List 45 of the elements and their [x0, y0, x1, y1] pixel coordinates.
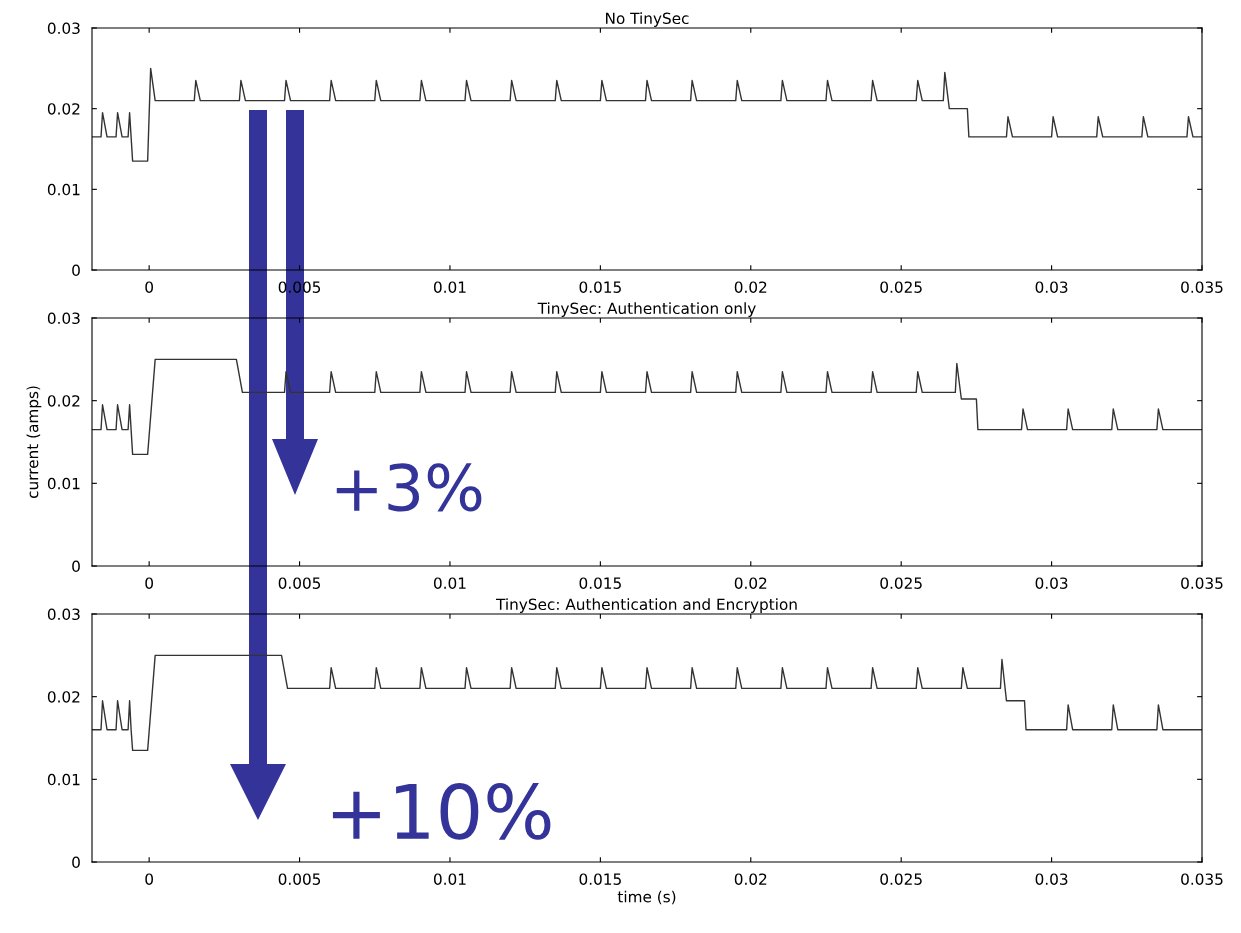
x-tick-label: 0.035: [1181, 281, 1223, 293]
line-series: [92, 358, 1202, 456]
x-axis-title: time (s): [617, 890, 676, 905]
y-tick-label: 0.03: [47, 608, 80, 621]
x-tick-label: 0.01: [433, 281, 466, 293]
y-tick-label: 0.03: [47, 22, 80, 35]
x-tick-label: 0.02: [734, 281, 767, 293]
y-tick-label: 0.02: [47, 691, 80, 703]
y-tick-label: 0.01: [47, 183, 80, 196]
y-tick-label: 0.01: [47, 477, 80, 490]
x-tick-label: 0.015: [579, 281, 621, 293]
x-tick-label: 0.03: [1035, 281, 1068, 293]
chart-title: TinySec: Authentication and Encryption: [495, 598, 797, 614]
x-tick-label: 0.02: [734, 577, 767, 589]
annotation: +10%: [332, 783, 551, 840]
x-tick-label: 0.025: [880, 281, 922, 293]
x-tick-label: 0.035: [1181, 577, 1223, 589]
x-tick-label: 0.025: [880, 873, 922, 885]
annotation: +3%: [336, 463, 482, 512]
x-tick-label: 0: [145, 577, 153, 589]
x-tick-label: 0.02: [734, 873, 767, 885]
x-tick-label: 0: [145, 281, 153, 293]
y-tick-label: 0.02: [47, 395, 80, 407]
y-axis-title: current (amps): [26, 386, 42, 499]
line-series: [92, 654, 1202, 752]
x-tick-label: 0.005: [278, 873, 321, 885]
x-tick-label: 0.015: [579, 873, 621, 885]
line-series: [92, 67, 1202, 162]
y-tick-label: 0: [72, 264, 80, 277]
x-tick-label: 0.03: [1035, 873, 1068, 885]
y-tick-label: 0: [72, 560, 80, 573]
y-tick-label: 0.03: [47, 312, 80, 325]
chart-title: No TinySec: [606, 12, 689, 28]
x-tick-label: 0.03: [1035, 577, 1068, 589]
y-tick-label: 0: [72, 856, 80, 869]
x-tick-label: 0.01: [433, 577, 466, 589]
y-tick-label: 0.01: [47, 773, 80, 786]
x-tick-label: 0.005: [278, 577, 321, 589]
chart-title: TinySec: Authentication only: [537, 302, 756, 318]
y-tick-label: 0.02: [47, 103, 80, 115]
x-tick-label: 0: [145, 873, 153, 885]
x-tick-label: 0.015: [579, 577, 621, 589]
x-tick-label: 0.035: [1181, 873, 1223, 885]
x-tick-label: 0.01: [433, 873, 466, 885]
x-tick-label: 0.025: [880, 577, 922, 589]
